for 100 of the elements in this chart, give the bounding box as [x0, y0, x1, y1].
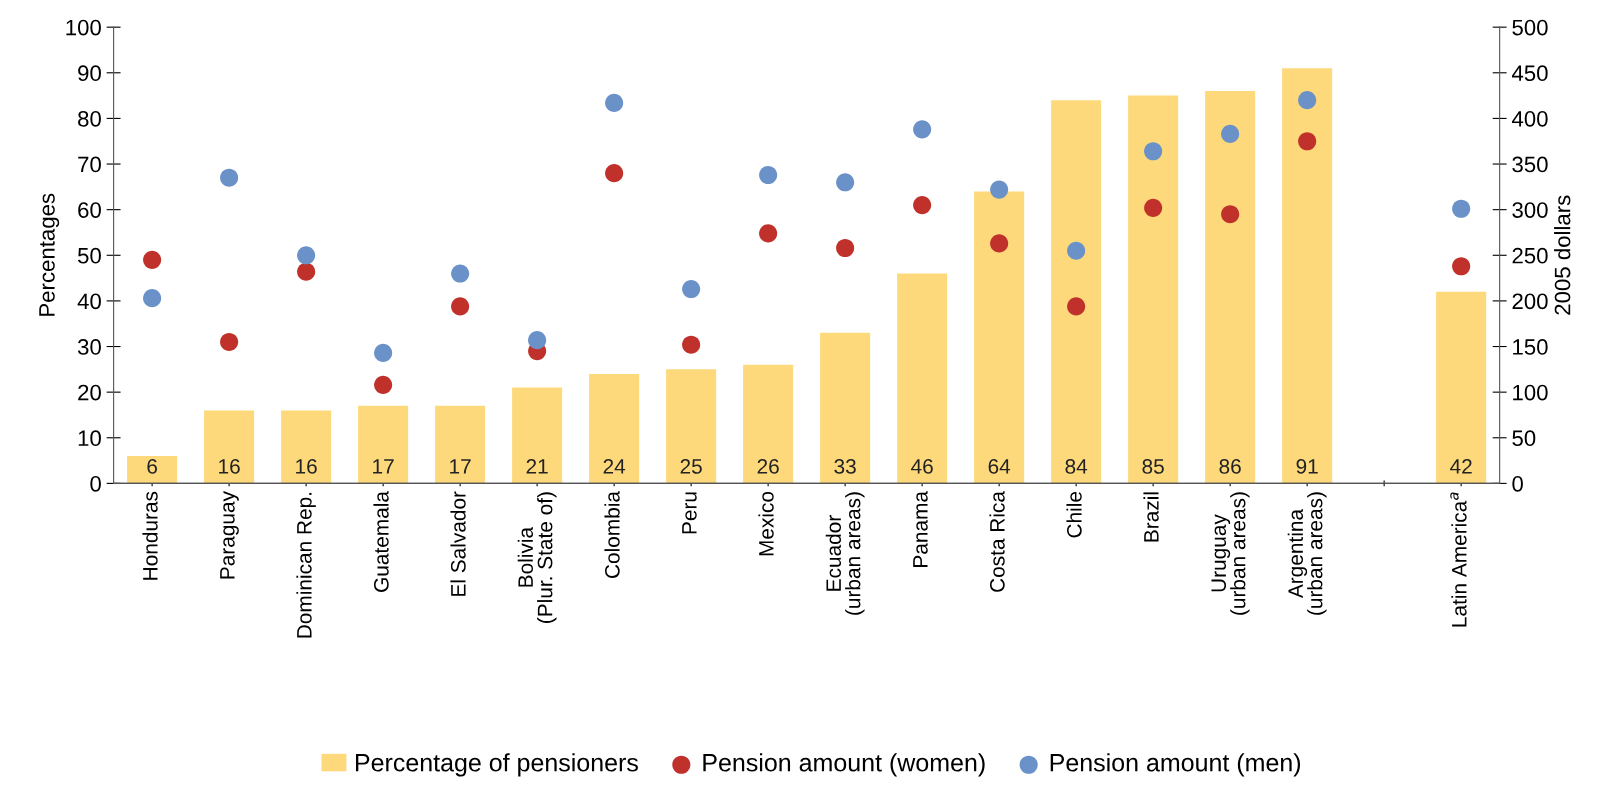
point — [605, 164, 624, 183]
data-label: 46 — [911, 459, 933, 474]
y-tick-label: 10 — [78, 430, 101, 447]
y2-tick-label: 450 — [1511, 65, 1548, 82]
point — [1144, 198, 1163, 217]
data-label: 85 — [1142, 459, 1164, 474]
point — [913, 196, 932, 215]
x-tick-label: Uruguay (urban areas) — [1211, 492, 1250, 615]
bar — [512, 387, 563, 484]
bar — [1436, 291, 1487, 484]
x-tick-label: Mexico — [758, 491, 774, 556]
point — [220, 168, 239, 187]
bar — [204, 410, 255, 484]
point — [1298, 91, 1317, 110]
y2-tick-label: 200 — [1512, 293, 1548, 310]
data-label: 21 — [526, 459, 548, 474]
data-label: 24 — [603, 459, 626, 474]
y-tick-label: 80 — [78, 110, 101, 127]
y2-tick-label: 150 — [1513, 339, 1548, 355]
x-tick-label: Paraguay — [220, 491, 239, 579]
data-label: 64 — [988, 459, 1011, 474]
point — [143, 250, 162, 269]
bar — [1051, 100, 1102, 484]
bar — [820, 332, 871, 484]
y2-tick-label: 0 — [1512, 475, 1523, 492]
point — [143, 289, 162, 308]
x-tick-label: Colombia — [604, 491, 620, 578]
point — [682, 279, 701, 299]
bar — [435, 405, 486, 484]
point — [374, 343, 393, 362]
point — [451, 264, 470, 283]
point — [1067, 297, 1086, 316]
point — [759, 165, 778, 185]
point — [836, 238, 855, 258]
data-label: 86 — [1219, 459, 1241, 474]
data-label: 25 — [680, 459, 702, 474]
point — [528, 331, 547, 350]
data-label: 91 — [1296, 459, 1318, 474]
point — [1452, 257, 1471, 276]
x-tick-label: Bolivia (Plur. State of) — [517, 492, 557, 623]
point — [682, 335, 701, 354]
point — [1067, 241, 1086, 260]
y2-tick-label: 400 — [1511, 110, 1548, 127]
point — [1298, 132, 1317, 151]
point — [913, 120, 932, 139]
bar — [1282, 68, 1333, 484]
data-label: 26 — [757, 459, 779, 474]
legend-label: Pension amount (women) — [703, 753, 985, 777]
y2-tick-label: 50 — [1512, 430, 1536, 447]
data-label: 17 — [450, 459, 471, 474]
data-label: 33 — [834, 459, 856, 474]
y-tick-label: 20 — [78, 384, 101, 401]
y-tick-label: 70 — [78, 156, 101, 173]
bar — [974, 191, 1025, 484]
bar — [897, 273, 948, 484]
x-tick-label: Honduras — [142, 491, 158, 580]
x-tick-label: Panama — [913, 491, 928, 567]
point — [374, 375, 393, 394]
bar — [281, 410, 332, 484]
point — [605, 93, 624, 112]
x-tick-label: Dominican Rep. — [296, 492, 316, 638]
bar — [358, 405, 409, 484]
data-label: 42 — [1450, 459, 1472, 474]
point — [1221, 205, 1240, 224]
point — [1221, 124, 1240, 143]
point — [297, 262, 316, 281]
x-tick-label: Chile — [1066, 491, 1082, 538]
x-tick-label: Guatemala — [373, 491, 389, 592]
bar — [666, 369, 717, 484]
point — [297, 246, 316, 265]
point — [836, 173, 855, 192]
point — [990, 180, 1009, 199]
y-tick-label: 60 — [78, 202, 101, 218]
y-tick-label: 90 — [78, 65, 101, 82]
y-tick-label: 30 — [77, 339, 101, 355]
y-tick-label: 40 — [77, 293, 101, 310]
x-tick-label: Peru — [682, 492, 697, 534]
x-tick-label: Ecuador (urban areas) — [825, 492, 865, 615]
data-label: 16 — [296, 459, 317, 474]
x-tick-label: Argentina (urban areas) — [1287, 492, 1327, 615]
legend-label: Percentage of pensioners — [355, 753, 638, 777]
legend-label: Pension amount (men) — [1050, 753, 1301, 777]
y2-tick-label: 250 — [1512, 247, 1548, 264]
data-label: 84 — [1065, 459, 1088, 474]
bar — [743, 364, 794, 484]
bar — [127, 456, 178, 484]
x-tick-label: El Salvador — [450, 491, 466, 596]
point — [220, 332, 239, 352]
bar — [1128, 95, 1179, 484]
y2-tick-label: 500 — [1512, 19, 1548, 36]
bar — [1205, 91, 1256, 484]
y2-tick-label: 300 — [1512, 202, 1548, 218]
point — [990, 234, 1009, 253]
point — [1452, 199, 1471, 218]
y-tick-label: 50 — [77, 247, 101, 264]
data-label: 17 — [373, 459, 394, 474]
x-tick-label: Brazil — [1143, 492, 1159, 542]
y2-axis-title: 2005 dollars — [1554, 195, 1571, 315]
data-label: 6 — [147, 459, 157, 474]
y2-tick-label: 100 — [1513, 384, 1548, 401]
